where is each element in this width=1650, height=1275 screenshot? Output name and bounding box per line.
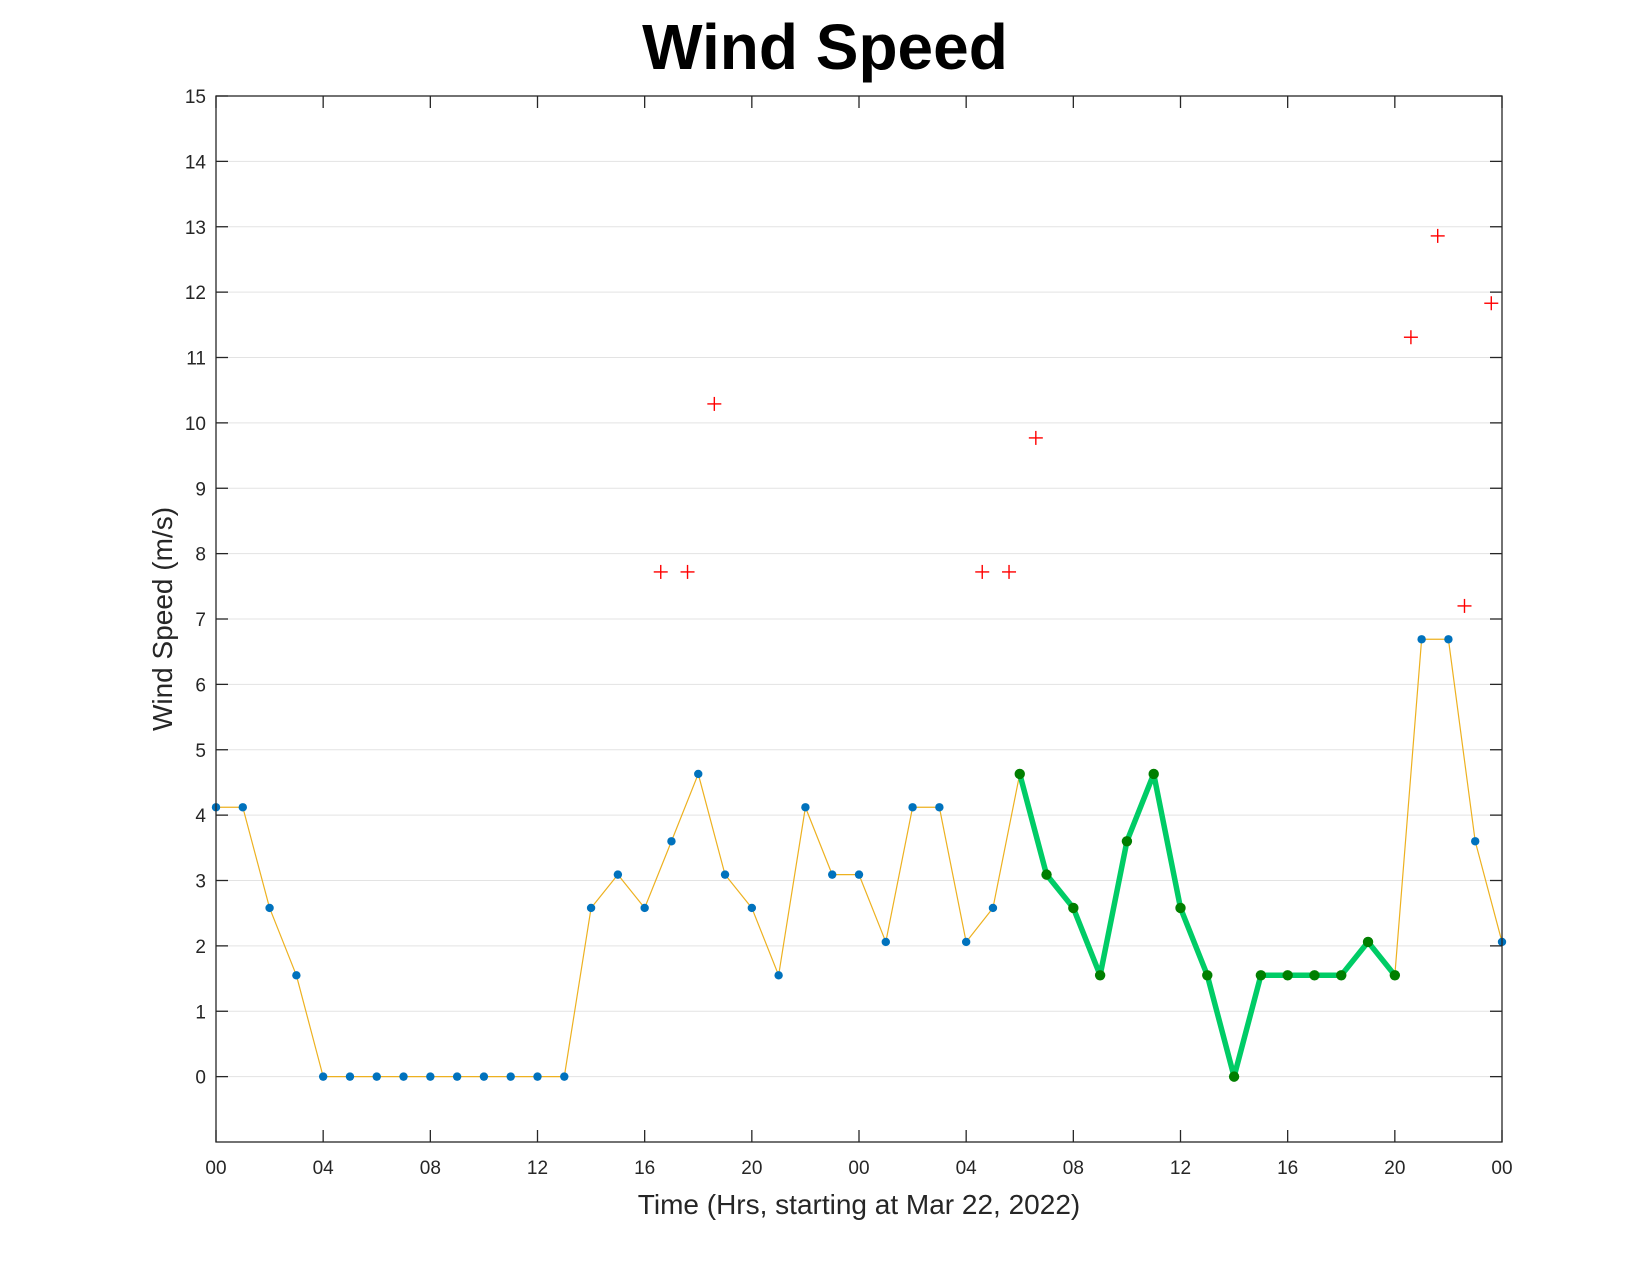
highlight-data-point (1014, 768, 1025, 780)
x-tick-label: 16 (1277, 1158, 1298, 1179)
outlier-marker (1484, 296, 1499, 311)
highlight-data-point (1121, 836, 1133, 847)
grid-lines (216, 95, 1502, 1078)
data-point (586, 903, 596, 913)
highlight-data-point (1389, 970, 1401, 981)
plot-series (211, 228, 1507, 1082)
highlight-data-point (1068, 902, 1079, 914)
data-point (1444, 635, 1453, 644)
series-line-highlight (1017, 771, 1397, 1080)
data-point (774, 971, 783, 980)
data-point (479, 1072, 489, 1081)
data-point (292, 971, 301, 980)
x-tick-label: 08 (420, 1158, 441, 1179)
data-point (372, 1072, 381, 1081)
y-tick-label: 9 (195, 479, 206, 500)
highlight-data-point (1255, 970, 1267, 981)
y-tick-label: 0 (195, 1068, 206, 1089)
y-tick-label: 14 (185, 152, 207, 173)
y-tick-label: 4 (195, 806, 206, 827)
y-tick-label: 2 (195, 937, 206, 958)
highlight-data-point (1148, 768, 1159, 780)
outlier-marker (1430, 228, 1445, 243)
data-point (801, 803, 810, 812)
outlier-marker (653, 564, 668, 579)
highlight-data-point (1041, 869, 1052, 880)
highlight-data-point (1094, 970, 1106, 981)
x-tick-label: 04 (956, 1158, 978, 1179)
x-tick-label: 00 (848, 1158, 869, 1179)
y-axis-label: Wind Speed (m/s) (147, 507, 178, 731)
data-point (828, 870, 837, 879)
y-tick-label: 6 (195, 675, 206, 696)
data-point (238, 803, 247, 812)
x-tick-label: 08 (1063, 1158, 1084, 1179)
data-point (854, 870, 864, 879)
outlier-marker (1002, 564, 1017, 579)
highlight-data-point (1362, 936, 1374, 948)
outlier-marker (1403, 330, 1418, 345)
highlight-data-point (1282, 970, 1293, 981)
data-point (694, 769, 703, 779)
y-tick-label: 10 (185, 414, 206, 435)
data-point (613, 870, 623, 879)
x-tick-label: 16 (634, 1158, 655, 1179)
data-point (747, 903, 757, 913)
highlight-data-point (1336, 970, 1347, 981)
data-point (961, 937, 971, 947)
outlier-marker (975, 564, 990, 579)
data-point (533, 1072, 542, 1081)
data-point (506, 1072, 515, 1081)
outlier-marker (707, 396, 722, 411)
data-point (1471, 837, 1480, 846)
data-point (452, 1072, 462, 1081)
x-tick-label: 00 (205, 1158, 226, 1179)
x-tick-label: 20 (1384, 1158, 1405, 1179)
y-tick-label: 7 (195, 610, 206, 631)
data-point (935, 803, 944, 812)
y-tick-label: 12 (185, 283, 206, 304)
x-tick-label: 12 (527, 1158, 548, 1179)
highlight-data-point (1309, 970, 1320, 981)
outlier-marker (680, 564, 695, 579)
x-tick-label: 12 (1170, 1158, 1191, 1179)
data-point (345, 1072, 355, 1081)
y-tick-label: 8 (195, 545, 206, 566)
y-tick-label: 13 (185, 218, 206, 239)
data-point (667, 837, 676, 846)
data-point (265, 903, 274, 913)
y-tick-label: 5 (195, 741, 206, 762)
y-tick-label: 15 (185, 87, 206, 108)
data-point (426, 1072, 435, 1081)
y-tick-label: 1 (195, 1002, 206, 1023)
highlight-data-point (1175, 902, 1186, 914)
data-point (318, 1072, 328, 1081)
data-point (908, 803, 917, 812)
outlier-marker (1028, 430, 1043, 445)
x-tick-label: 00 (1491, 1158, 1512, 1179)
data-point (640, 903, 649, 913)
chart-title: Wind Speed (642, 11, 1008, 83)
data-point (399, 1072, 408, 1081)
highlight-data-point (1228, 1071, 1240, 1082)
data-point (560, 1072, 569, 1081)
outlier-marker (1457, 598, 1472, 613)
x-axis-label: Time (Hrs, starting at Mar 22, 2022) (638, 1189, 1080, 1220)
x-tick-label: 20 (741, 1158, 762, 1179)
data-point (881, 937, 890, 947)
data-point (720, 870, 730, 879)
highlight-data-point (1202, 970, 1213, 981)
data-point (1417, 635, 1426, 644)
data-point (988, 903, 998, 913)
y-tick-label: 3 (195, 872, 206, 893)
x-tick-label: 04 (313, 1158, 335, 1179)
y-tick-label: 11 (186, 349, 206, 370)
